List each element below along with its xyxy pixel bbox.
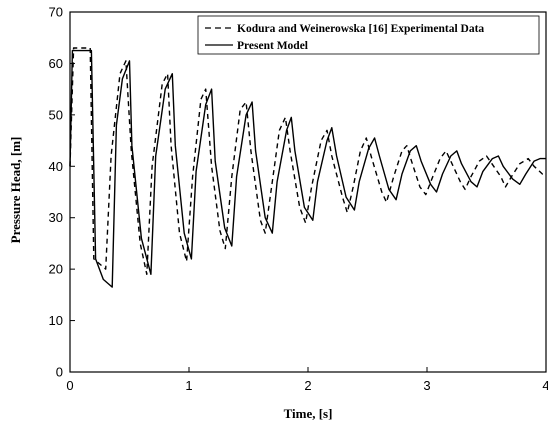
y-tick-label: 10 (49, 313, 63, 328)
x-tick-label: 2 (304, 378, 311, 393)
y-tick-label: 20 (49, 262, 63, 277)
y-tick-label: 70 (49, 5, 63, 20)
x-tick-label: 1 (185, 378, 192, 393)
plot-area-frame (69, 11, 547, 373)
x-tick-label: 0 (66, 378, 73, 393)
x-axis-ticks: 0 1 2 3 4 (66, 367, 548, 393)
y-tick-label: 30 (49, 210, 63, 225)
x-tick-label: 3 (423, 378, 430, 393)
y-tick-label: 40 (49, 159, 63, 174)
y-tick-label: 60 (49, 56, 63, 71)
legend-label-present-model: Present Model (237, 40, 308, 52)
x-axis-title: Time, [s] (284, 406, 333, 421)
y-tick-label: 0 (56, 365, 63, 380)
legend: Kodura and Weinerowska [16] Experimental… (197, 15, 540, 55)
experimental-data-line (69, 47, 546, 275)
legend-box (197, 15, 540, 55)
y-axis-title: Pressure Head, [m] (8, 137, 23, 244)
y-axis-ticks: 0 10 20 30 40 50 60 70 (49, 5, 75, 380)
legend-label-experimental: Kodura and Weinerowska [16] Experimental… (237, 23, 484, 35)
present-model-line (69, 49, 546, 288)
x-tick-label: 4 (542, 378, 548, 393)
series-lines (69, 47, 546, 288)
y-tick-label: 50 (49, 107, 63, 122)
